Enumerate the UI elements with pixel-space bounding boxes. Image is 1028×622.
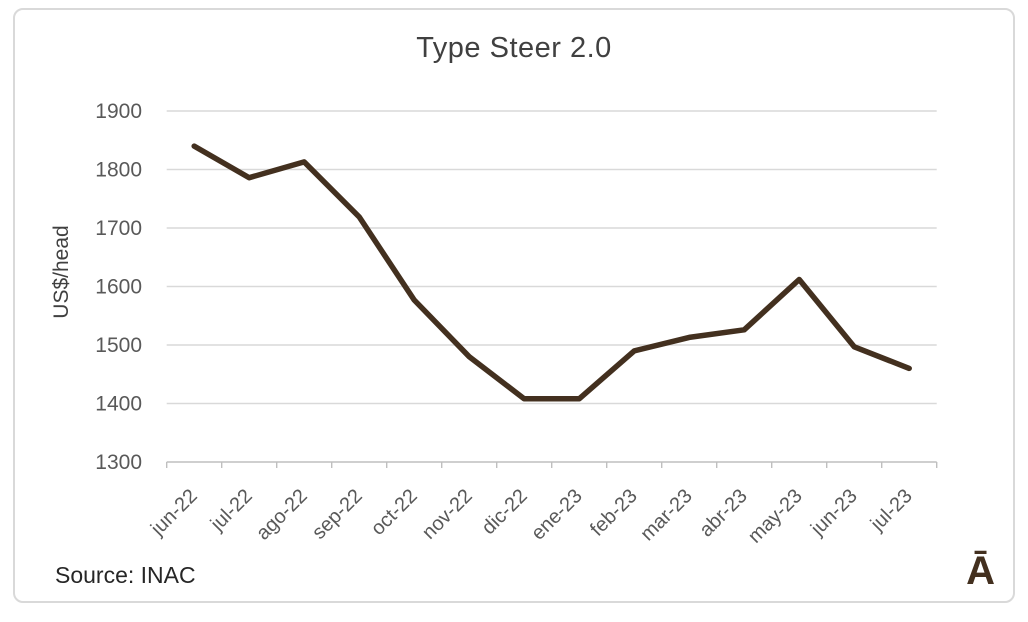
y-tick-label: 1500 bbox=[95, 334, 142, 357]
x-tick-label: jul-23 bbox=[866, 485, 917, 536]
chart-title: Type Steer 2.0 bbox=[416, 32, 612, 64]
line-chart: 1300 1400 1500 1600 1700 1800 1900 jun-22 jul-22… bbox=[50, 100, 938, 548]
x-tick-label: abr-23 bbox=[695, 485, 751, 541]
price-series-line bbox=[191, 143, 912, 402]
y-tick-label: 1900 bbox=[95, 100, 142, 123]
x-tick-label: nov-22 bbox=[418, 485, 477, 544]
source-caption: Source: INAC bbox=[55, 562, 196, 588]
x-tick-label: ene-23 bbox=[527, 485, 587, 545]
y-tick-label: 1700 bbox=[95, 217, 142, 240]
x-tick-label: sep-22 bbox=[308, 485, 367, 544]
y-axis-title: US$/head bbox=[50, 225, 73, 318]
y-tick-label: 1600 bbox=[95, 276, 142, 299]
x-tick-label: oct-22 bbox=[367, 485, 422, 540]
x-tick-label: jun-23 bbox=[806, 485, 862, 541]
x-tick-label: feb-23 bbox=[586, 485, 642, 541]
y-tick-label: 1800 bbox=[95, 159, 142, 182]
x-tick-label: ago-22 bbox=[252, 485, 312, 545]
x-tick-label: dic-22 bbox=[478, 485, 532, 539]
brand-logo-icon: Ā bbox=[966, 549, 995, 593]
x-tick-label: mar-23 bbox=[636, 485, 696, 545]
x-tick-label: may-23 bbox=[744, 485, 807, 548]
chart-frame: Type Steer 2.0 1300 1400 1500 1600 1700 1800 1… bbox=[13, 8, 1015, 603]
y-tick-label: 1300 bbox=[95, 451, 142, 474]
x-tick-label: jun-22 bbox=[146, 485, 202, 541]
x-tick-label: jul-22 bbox=[206, 485, 257, 536]
y-tick-label: 1400 bbox=[95, 393, 142, 416]
